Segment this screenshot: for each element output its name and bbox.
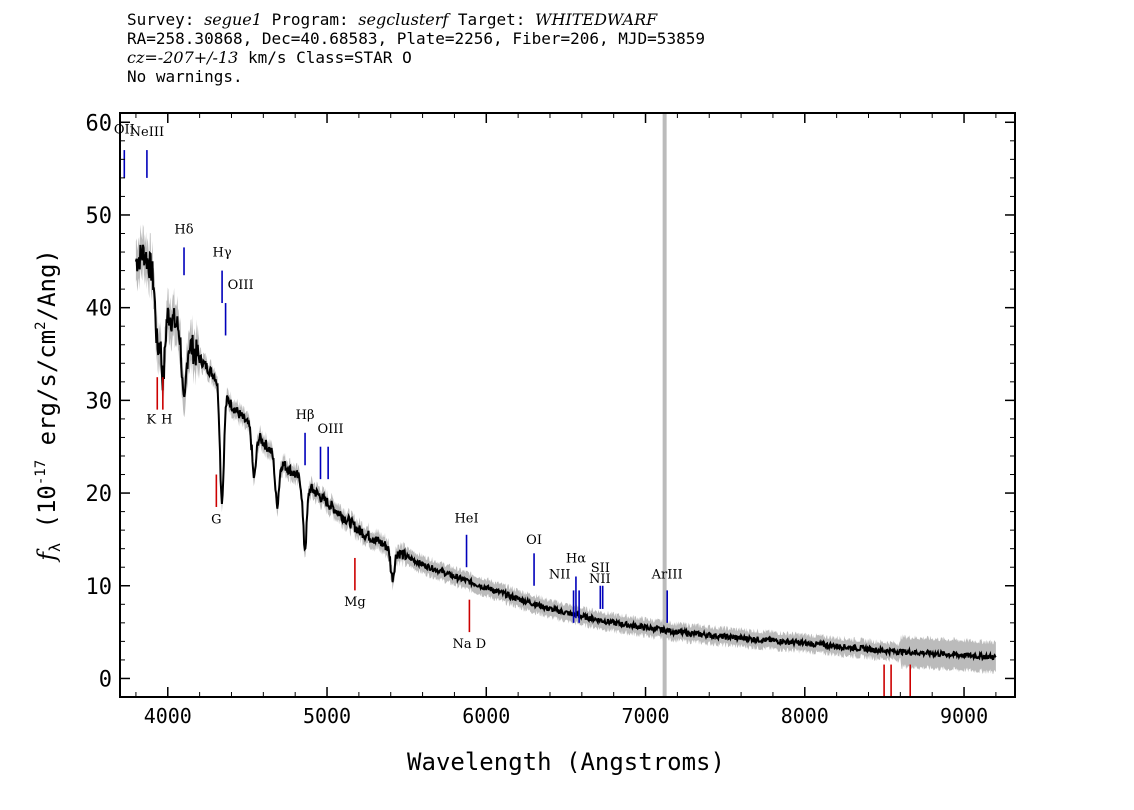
- x-tick-label: 7000: [621, 704, 669, 728]
- annotation-label: OIII: [228, 278, 254, 293]
- target-value: WHITEDWARF: [535, 10, 658, 29]
- annotation-label: G: [211, 513, 221, 528]
- x-tick-label: 9000: [940, 704, 988, 728]
- x-axis-ticks: 4000 5000 6000 7000 8000 9000: [135, 113, 997, 728]
- y-axis-ticks: 0 10 20 30 40 50 60: [86, 111, 1015, 692]
- header-line-1: Survey: segue1 Program: segclusterf Targ…: [127, 10, 705, 29]
- y-tick-label: 60: [86, 111, 113, 136]
- annotation-label: OIII: [317, 422, 343, 437]
- x-tick-label: 5000: [303, 704, 351, 728]
- annotation-label: Mg: [344, 595, 366, 610]
- cz-value: -207+/-13: [157, 48, 239, 67]
- y-tick-label: 10: [86, 575, 113, 600]
- y-axis-label-text: fλ (10-17 erg/s/cm2/Ang): [33, 249, 64, 563]
- annotation-label: NII: [589, 572, 611, 587]
- annotation-label: Na D: [453, 637, 487, 652]
- program-label: Program:: [271, 10, 349, 29]
- x-tick-label: 4000: [144, 704, 192, 728]
- annotation-label: OI: [526, 533, 542, 548]
- x-axis-label: Wavelength (Angstroms): [407, 748, 725, 776]
- annotation-label: Hγ: [213, 246, 232, 261]
- annotation-label: ArIII: [651, 567, 683, 582]
- target-label: Target:: [457, 10, 526, 29]
- header-line-3: cz=-207+/-13 km/s Class=STAR O: [127, 48, 705, 67]
- annotation-label: HeI: [454, 512, 478, 527]
- cz-rest: km/s Class=STAR O: [238, 48, 412, 67]
- header-warnings: No warnings.: [127, 67, 243, 86]
- header-line-2: RA=258.30868, Dec=40.68583, Plate=2256, …: [127, 29, 705, 48]
- program-value: segclusterf: [358, 10, 449, 29]
- y-tick-label: 40: [86, 297, 113, 322]
- plot-header: Survey: segue1 Program: segclusterf Targ…: [127, 10, 705, 86]
- annotation-label: K: [146, 413, 156, 428]
- y-tick-label: 30: [86, 389, 113, 414]
- annotation-label: H: [161, 413, 172, 428]
- annotation-label: Hδ: [174, 223, 193, 238]
- x-tick-label: 8000: [781, 704, 829, 728]
- annotation-label: NeIII: [130, 125, 164, 140]
- annotation-label: SII: [591, 561, 610, 576]
- cz-label: cz=: [127, 48, 158, 67]
- spectrum-line: [134, 244, 997, 662]
- survey-value: segue1: [204, 10, 262, 29]
- y-tick-label: 20: [86, 482, 113, 507]
- y-axis-label: fλ (10-17 erg/s/cm2/Ang): [33, 249, 64, 563]
- annotation-label: Hα: [566, 552, 586, 567]
- y-tick-label: 0: [99, 667, 112, 692]
- y-tick-label: 50: [86, 204, 113, 229]
- x-tick-label: 6000: [462, 704, 510, 728]
- annotation-label: Hβ: [296, 408, 315, 423]
- annotation-label: NII: [549, 567, 571, 582]
- plot-frame: [119, 112, 1016, 698]
- survey-label: Survey:: [127, 10, 195, 29]
